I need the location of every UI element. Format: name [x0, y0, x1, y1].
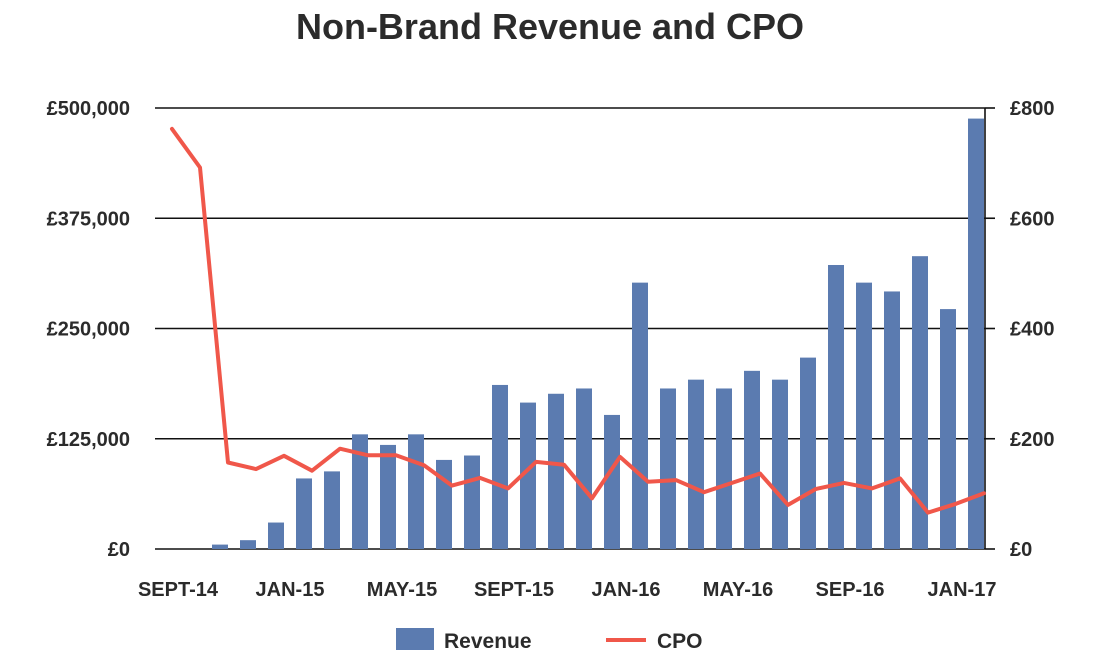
axis-layer — [984, 107, 995, 550]
y-tick-label: £375,000 — [47, 208, 130, 230]
revenue-bar — [492, 384, 508, 549]
revenue-bar — [380, 444, 396, 549]
x-tick-label: JAN-16 — [592, 579, 661, 601]
revenue-bar — [212, 544, 228, 549]
bars-layer — [212, 118, 984, 550]
revenue-bar — [716, 388, 732, 549]
revenue-bar — [744, 370, 760, 549]
y-tick-label: £125,000 — [47, 429, 130, 451]
labels-layer: £0 £125,000 £250,000 £375,000 £500,000 £0 £200… — [47, 98, 1055, 601]
revenue-bar — [772, 379, 788, 549]
y2-tick-label: £600 — [1010, 208, 1055, 230]
revenue-bar — [520, 402, 536, 549]
x-tick-label: SEPT-15 — [474, 579, 554, 601]
line-layer — [170, 126, 986, 515]
revenue-bar — [576, 388, 592, 549]
revenue-bar — [268, 522, 284, 549]
revenue-bar — [912, 256, 928, 549]
revenue-bar — [352, 434, 368, 549]
y-tick-label: £0 — [108, 539, 130, 561]
cpo-line — [170, 126, 986, 515]
revenue-bar — [800, 357, 816, 549]
y2-tick-label: £800 — [1010, 98, 1055, 120]
grid-layer — [155, 107, 985, 550]
legend-revenue-swatch — [396, 628, 434, 650]
revenue-bar — [324, 471, 340, 549]
revenue-bar — [660, 388, 676, 549]
revenue-bar — [856, 282, 872, 549]
x-tick-label: SEPT-14 — [138, 579, 219, 601]
x-tick-label: JAN-17 — [928, 579, 997, 601]
x-tick-label: JAN-15 — [256, 579, 325, 601]
y-tick-label: £500,000 — [47, 98, 130, 120]
y2-tick-label: £200 — [1010, 429, 1055, 451]
legend-revenue-label: Revenue — [444, 630, 532, 653]
legend-cpo-label: CPO — [657, 630, 703, 653]
y2-tick-label: £0 — [1010, 539, 1032, 561]
legend-layer: Revenue CPO — [396, 628, 703, 653]
y-tick-label: £250,000 — [47, 319, 130, 341]
revenue-bar — [548, 393, 564, 549]
x-tick-label: MAY-16 — [703, 579, 773, 601]
revenue-bar — [968, 118, 984, 550]
revenue-bar — [296, 478, 312, 549]
chart-title: Non-Brand Revenue and CPO — [295, 6, 805, 47]
revenue-bar — [688, 379, 704, 549]
x-tick-label: SEP-16 — [816, 579, 885, 601]
y2-tick-label: £400 — [1010, 319, 1055, 341]
revenue-bar — [240, 540, 256, 549]
revenue-bar — [632, 282, 648, 549]
revenue-bar — [940, 309, 956, 549]
x-tick-label: MAY-15 — [367, 579, 437, 601]
revenue-bar — [408, 434, 424, 549]
revenue-bar — [884, 291, 900, 549]
revenue-bar — [464, 455, 480, 549]
revenue-bar — [828, 264, 844, 549]
revenue-bar — [604, 414, 620, 549]
